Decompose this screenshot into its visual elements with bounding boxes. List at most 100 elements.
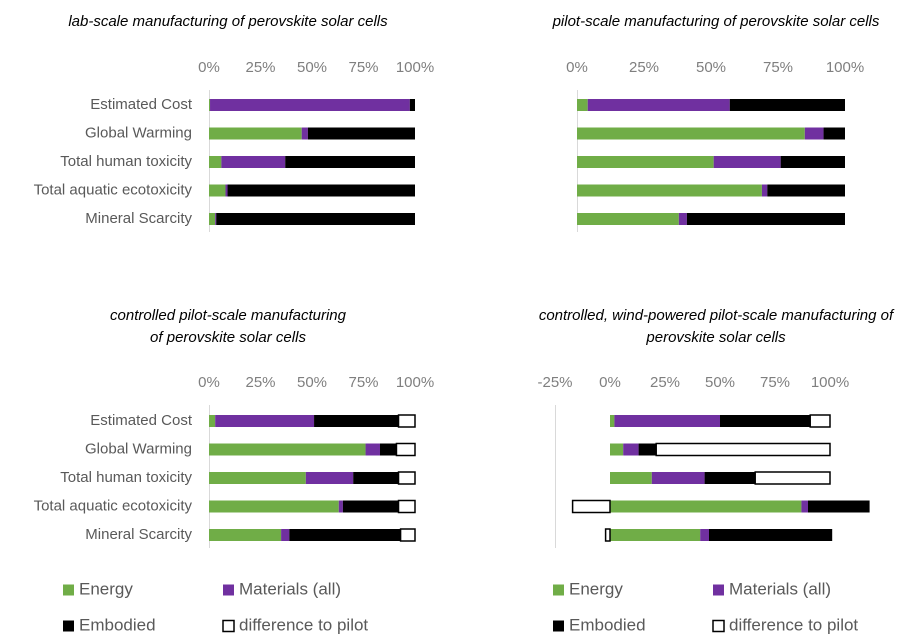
bar-segment <box>379 443 397 456</box>
bar-segment <box>209 443 366 456</box>
bar-segment <box>571 499 611 514</box>
x-tick-label: 50% <box>297 59 327 76</box>
x-tick-label: 100% <box>396 374 434 391</box>
category-label: Global Warming <box>85 124 192 141</box>
legend-label: Materials (all) <box>729 579 831 598</box>
bar-segment <box>342 500 399 513</box>
bar-segment <box>704 472 756 484</box>
bar-segment <box>808 500 870 513</box>
bar-segment <box>209 472 306 484</box>
bar-segment <box>225 184 228 197</box>
bar-segment <box>209 529 282 541</box>
bar-segment <box>215 213 217 225</box>
bar-segment <box>804 127 824 140</box>
chart-title: lab-scale manufacturing of perovskite so… <box>68 13 388 30</box>
legend-swatch <box>553 620 564 632</box>
x-tick-label: 0% <box>198 59 220 76</box>
x-tick-label: 100% <box>396 59 434 76</box>
bar-segment <box>409 99 415 111</box>
bar-segment <box>577 156 714 168</box>
bar-segment <box>610 415 615 427</box>
bar-segment <box>610 472 652 484</box>
bar-segment <box>678 213 687 225</box>
bar-segment <box>227 184 415 197</box>
legend-label: Embodied <box>569 615 646 634</box>
x-tick-label: 25% <box>629 59 659 76</box>
legend-label: difference to pilot <box>729 615 858 634</box>
bar-segment <box>614 415 720 427</box>
chart-title: controlled, wind-powered pilot-scale man… <box>539 307 895 324</box>
x-tick-label: 25% <box>245 374 275 391</box>
category-label: Global Warming <box>85 440 192 457</box>
category-label: Total human toxicity <box>60 469 192 486</box>
x-tick-label: 0% <box>198 374 220 391</box>
bar-segment <box>209 184 226 197</box>
bar-segment <box>655 442 831 457</box>
legend-swatch <box>713 584 724 596</box>
bar-segment <box>577 213 679 225</box>
bar-segment <box>397 499 416 514</box>
bar-segment <box>305 472 354 484</box>
bar-segment <box>780 156 845 168</box>
legend-swatch <box>223 584 234 596</box>
bar-segment <box>209 99 211 111</box>
legend-swatch <box>712 619 725 633</box>
bar-segment <box>761 184 768 197</box>
legend-label: Materials (all) <box>239 579 341 598</box>
chart-title: perovskite solar cells <box>645 329 786 346</box>
bar-segment <box>353 472 399 484</box>
bar-segment <box>216 213 415 225</box>
bar-segment <box>700 529 709 541</box>
category-label: Estimated Cost <box>90 96 193 113</box>
bar-segment <box>604 528 611 542</box>
bar-segment <box>713 156 781 168</box>
x-tick-label: -25% <box>537 374 572 391</box>
chart-title: of perovskite solar cells <box>150 329 306 346</box>
bar-segment <box>610 443 624 456</box>
bar-segment <box>285 156 415 168</box>
bar-segment <box>338 500 343 513</box>
bar-segment <box>823 127 845 140</box>
bar-segment <box>638 443 657 456</box>
x-tick-label: 50% <box>705 374 735 391</box>
x-tick-label: 75% <box>348 59 378 76</box>
bar-segment <box>577 184 762 197</box>
bar-segment <box>307 127 415 140</box>
bar-segment <box>686 213 845 225</box>
legend-swatch <box>222 619 235 633</box>
x-tick-label: 25% <box>245 59 275 76</box>
chart-title: controlled pilot-scale manufacturing <box>110 307 347 324</box>
bar-segment <box>577 99 588 111</box>
category-label: Mineral Scarcity <box>85 210 192 227</box>
bar-segment <box>709 529 833 541</box>
bar-segment <box>587 99 730 111</box>
bar-segment <box>399 528 416 542</box>
category-label: Total aquatic ecotoxicity <box>34 181 193 198</box>
x-tick-label: 75% <box>348 374 378 391</box>
x-tick-label: 100% <box>811 374 849 391</box>
legend-swatch <box>63 620 74 632</box>
bar-segment <box>209 127 302 140</box>
x-tick-label: 100% <box>826 59 864 76</box>
bar-segment <box>397 471 416 485</box>
bar-segment <box>301 127 308 140</box>
bar-segment <box>610 529 701 541</box>
bar-segment <box>767 184 845 197</box>
x-tick-label: 25% <box>650 374 680 391</box>
bar-segment <box>210 99 410 111</box>
x-tick-label: 75% <box>760 374 790 391</box>
bar-segment <box>754 471 831 485</box>
bar-segment <box>801 500 808 513</box>
bar-segment <box>729 99 845 111</box>
bar-segment <box>209 500 339 513</box>
category-label: Total aquatic ecotoxicity <box>34 497 193 514</box>
bar-segment <box>209 415 216 427</box>
category-label: Estimated Cost <box>90 412 193 429</box>
bar-segment <box>209 213 216 225</box>
bar-segment <box>215 415 315 427</box>
x-tick-label: 50% <box>297 374 327 391</box>
legend-label: Energy <box>569 579 623 598</box>
legend-swatch <box>553 584 564 596</box>
bar-segment <box>314 415 399 427</box>
